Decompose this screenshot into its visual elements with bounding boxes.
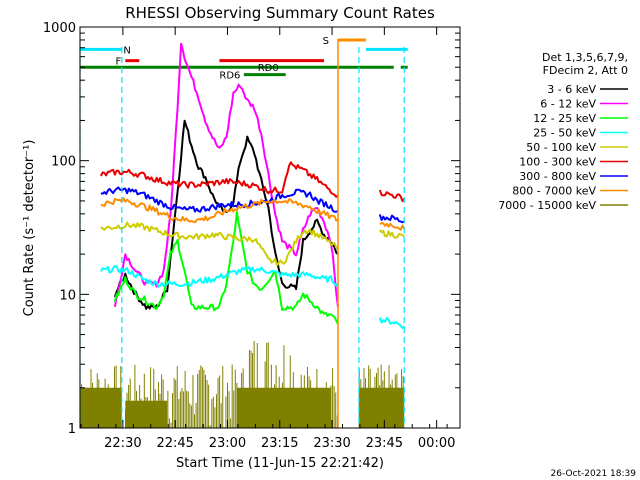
series-25-50-kev (100, 265, 339, 288)
series-12-25-kev (113, 211, 339, 325)
y-tick-label: 1 (68, 422, 76, 437)
x-tick-label: 23:45 (366, 436, 403, 451)
series-25-50-kev (378, 317, 405, 329)
instrument-flags: NF RD0 RD6 S (80, 36, 408, 82)
series-50-100-kev (100, 221, 339, 267)
flare-flag-label: F (115, 57, 121, 68)
x-tick-label: 00:00 (418, 436, 455, 451)
rd0-flag-label: RD0 (258, 63, 279, 74)
legend-label-12-25-kev: 12 - 25 keV (533, 112, 596, 125)
series-300-800-kev (378, 214, 405, 224)
x-axis-label: Start Time (11-Jun-15 22:21:42) (176, 456, 384, 471)
series-7000-15000-kev (79, 340, 405, 428)
series-800-7000-kev (379, 222, 406, 231)
y-axis-label: Count Rate (s⁻¹ detector⁻¹) (22, 140, 37, 317)
legend-label-300-800-kev: 300 - 800 keV (519, 170, 596, 183)
x-tick-label: 22:45 (156, 436, 193, 451)
x-tick-label: 23:15 (261, 436, 298, 451)
series-100-300-kev (378, 189, 406, 203)
night-flag-label: N (123, 45, 130, 56)
rd6-flag-label: RD6 (219, 71, 240, 82)
legend-label-7000-15000-kev: 7000 - 15000 keV (498, 199, 596, 212)
x-tick-label: 23:00 (209, 436, 246, 451)
legend-label-3-6-kev: 3 - 6 keV (547, 83, 596, 96)
saa-flag-label: S (323, 36, 329, 47)
y-tick-label: 100 (51, 155, 76, 170)
y-tick-label: 1000 (43, 21, 76, 36)
legend: Det 1,3,5,6,7,9,FDecim 2, Att 0 3 - 6 keV… (498, 51, 628, 212)
legend-header-line: FDecim 2, Att 0 (543, 64, 628, 77)
series-300-800-kev (100, 186, 339, 213)
legend-header-line: Det 1,3,5,6,7,9, (542, 51, 628, 64)
legend-label-800-7000-kev: 800 - 7000 keV (512, 185, 596, 198)
timestamp-label: 26-Oct-2021 18:39 (551, 469, 637, 479)
plot-frame (79, 26, 461, 429)
series-lines (100, 42, 406, 329)
series-800-7000-kev (100, 197, 339, 224)
series-100-300-kev (100, 161, 339, 198)
x-tick-label: 22:30 (104, 436, 141, 451)
x-tick-label: 23:30 (313, 436, 350, 451)
y-axis: 1 10 100 1000 (43, 21, 460, 437)
legend-label-50-100-kev: 50 - 100 keV (526, 141, 596, 154)
y-tick-label: 10 (59, 288, 76, 303)
series-50-100-kev (378, 229, 405, 239)
chart-title: RHESSI Observing Summary Count Rates (125, 4, 435, 22)
legend-label-6-12-kev: 6 - 12 keV (540, 98, 596, 111)
x-axis: 22:30 22:45 23:00 23:15 23:30 23:45 00:00 (80, 27, 455, 451)
legend-label-100-300-kev: 100 - 300 keV (519, 156, 596, 169)
legend-label-25-50-kev: 25 - 50 keV (533, 127, 596, 140)
